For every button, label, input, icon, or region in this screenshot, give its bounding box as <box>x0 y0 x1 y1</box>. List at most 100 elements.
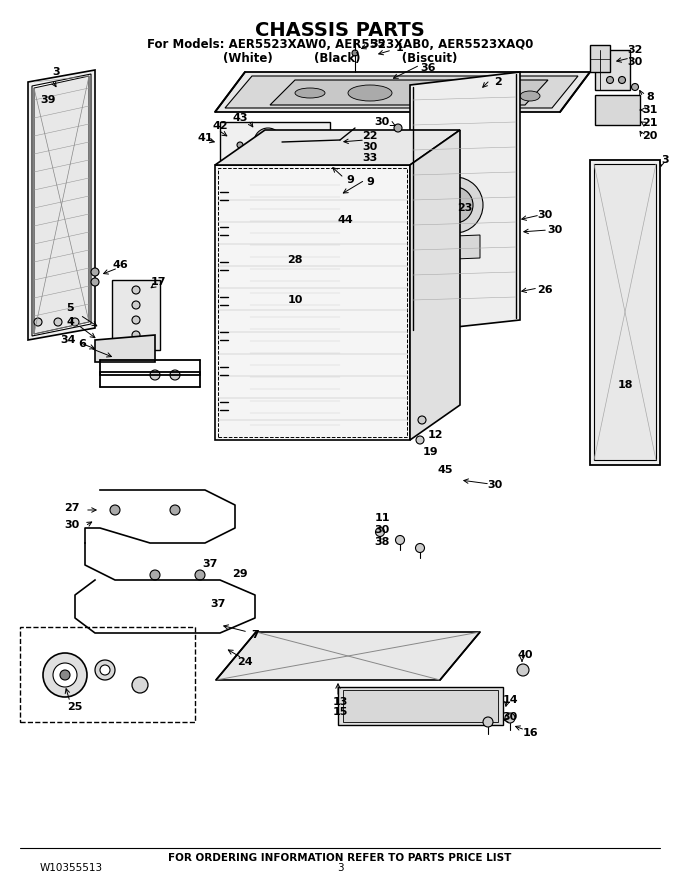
Text: 40: 40 <box>517 650 532 660</box>
Text: 30: 30 <box>628 57 643 67</box>
Text: 30: 30 <box>488 480 503 490</box>
Polygon shape <box>215 130 460 165</box>
Text: W10355513: W10355513 <box>40 863 103 873</box>
Text: 5: 5 <box>66 303 74 313</box>
Text: 34: 34 <box>61 335 75 345</box>
Circle shape <box>450 200 460 210</box>
Polygon shape <box>595 50 630 90</box>
Text: 30: 30 <box>547 225 562 235</box>
Polygon shape <box>225 76 578 108</box>
Circle shape <box>282 145 288 151</box>
Text: 8: 8 <box>646 92 654 102</box>
Polygon shape <box>28 70 95 340</box>
Circle shape <box>394 124 402 132</box>
Polygon shape <box>112 280 160 350</box>
Text: 3: 3 <box>52 67 60 77</box>
Circle shape <box>91 268 99 276</box>
Text: 10: 10 <box>288 295 303 305</box>
Text: 11: 11 <box>374 513 390 523</box>
Text: 30: 30 <box>537 210 553 220</box>
Circle shape <box>632 84 639 91</box>
Polygon shape <box>32 74 91 336</box>
Text: 27: 27 <box>64 503 80 513</box>
Polygon shape <box>215 72 590 112</box>
Text: 9: 9 <box>346 175 354 185</box>
Text: 17: 17 <box>150 277 166 287</box>
Polygon shape <box>216 632 480 680</box>
Text: 30: 30 <box>375 525 390 535</box>
Text: FOR ORDERING INFORMATION REFER TO PARTS PRICE LIST: FOR ORDERING INFORMATION REFER TO PARTS … <box>169 853 511 863</box>
Circle shape <box>418 416 426 424</box>
Ellipse shape <box>520 91 540 101</box>
Text: 16: 16 <box>522 728 538 738</box>
Text: 37: 37 <box>203 559 218 569</box>
Circle shape <box>170 505 180 515</box>
Text: 38: 38 <box>374 537 390 547</box>
Circle shape <box>132 331 140 339</box>
Text: 20: 20 <box>643 131 658 141</box>
Text: 23: 23 <box>458 203 473 213</box>
Text: For Models: AER5523XAW0, AER5523XAB0, AER5523XAQ0: For Models: AER5523XAW0, AER5523XAB0, AE… <box>147 38 533 50</box>
Circle shape <box>254 128 282 156</box>
Bar <box>343 690 498 722</box>
Circle shape <box>132 286 140 294</box>
Text: 37: 37 <box>210 599 226 609</box>
Circle shape <box>352 50 358 56</box>
Text: 30: 30 <box>375 117 390 127</box>
Text: 35: 35 <box>371 39 386 49</box>
Bar <box>218 168 407 437</box>
Text: 42: 42 <box>212 121 228 131</box>
Text: 3: 3 <box>661 155 669 165</box>
Bar <box>215 165 410 440</box>
Text: 18: 18 <box>617 380 633 390</box>
Polygon shape <box>590 160 660 465</box>
Polygon shape <box>220 122 330 160</box>
Text: 46: 46 <box>112 260 128 270</box>
Circle shape <box>110 505 120 515</box>
Text: (White)          (Black)          (Biscuit): (White) (Black) (Biscuit) <box>223 52 457 64</box>
Circle shape <box>132 301 140 309</box>
Circle shape <box>132 316 140 324</box>
Circle shape <box>43 653 87 697</box>
Circle shape <box>150 370 160 380</box>
Polygon shape <box>590 45 610 72</box>
Text: 24: 24 <box>237 657 253 667</box>
Circle shape <box>100 665 110 675</box>
Circle shape <box>483 717 493 727</box>
Circle shape <box>517 664 529 676</box>
Text: 13: 13 <box>333 697 347 707</box>
Circle shape <box>416 436 424 444</box>
Circle shape <box>195 570 205 580</box>
Text: 15: 15 <box>333 707 347 717</box>
Text: 33: 33 <box>362 153 377 163</box>
Bar <box>20 627 195 722</box>
Polygon shape <box>410 72 520 332</box>
Circle shape <box>54 318 62 326</box>
Circle shape <box>505 713 515 723</box>
Polygon shape <box>430 235 480 260</box>
Polygon shape <box>595 95 640 125</box>
Text: 6: 6 <box>78 339 86 349</box>
Text: 25: 25 <box>67 702 83 712</box>
Text: 43: 43 <box>233 113 248 123</box>
Polygon shape <box>270 80 548 105</box>
Circle shape <box>91 278 99 286</box>
Polygon shape <box>34 76 89 334</box>
Text: 31: 31 <box>643 105 658 115</box>
Text: 30: 30 <box>503 712 517 722</box>
Text: 12: 12 <box>427 430 443 440</box>
Text: CHASSIS PARTS: CHASSIS PARTS <box>255 20 425 40</box>
Circle shape <box>396 536 405 545</box>
Text: 28: 28 <box>287 255 303 265</box>
Ellipse shape <box>348 85 392 101</box>
Text: 32: 32 <box>628 45 643 55</box>
Text: 29: 29 <box>232 569 248 579</box>
Text: 44: 44 <box>337 215 353 225</box>
Text: 39: 39 <box>40 95 56 105</box>
Circle shape <box>34 318 42 326</box>
Text: 7: 7 <box>251 630 259 640</box>
Circle shape <box>260 134 276 150</box>
Circle shape <box>257 149 263 155</box>
Bar <box>338 687 503 725</box>
Circle shape <box>375 527 384 537</box>
